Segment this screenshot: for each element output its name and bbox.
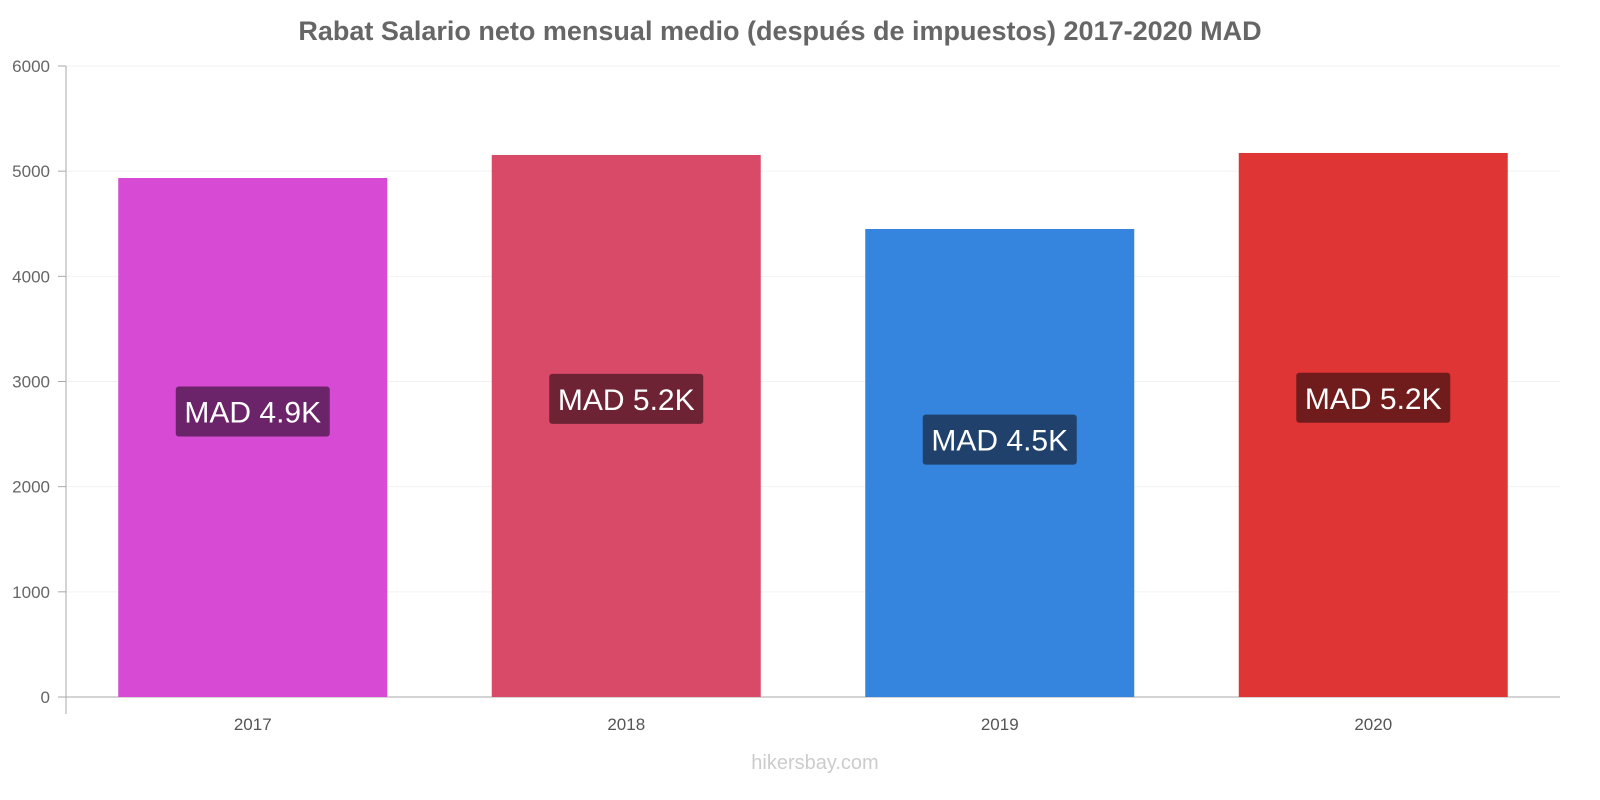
y-tick-label: 2000	[12, 478, 50, 497]
data-label-bg	[549, 373, 704, 424]
x-tick-label: 2017	[234, 715, 272, 734]
bar-2017	[118, 178, 388, 697]
data-label: MAD 4.5K	[931, 425, 1068, 458]
data-label-bg	[922, 414, 1077, 465]
y-tick-label: 5000	[12, 162, 50, 181]
data-label: MAD 5.2K	[558, 384, 695, 417]
y-tick-label: 1000	[12, 583, 50, 602]
data-label: MAD 4.9K	[184, 397, 321, 430]
y-tick-label: 6000	[12, 57, 50, 76]
y-tick-label: 0	[41, 688, 50, 707]
watermark: hikersbay.com	[751, 752, 879, 774]
x-tick-label: 2020	[1354, 715, 1392, 734]
bar-2018	[491, 154, 761, 697]
data-label-bg	[175, 386, 330, 437]
y-tick-label: 4000	[12, 267, 50, 286]
x-tick-label: 2019	[981, 715, 1019, 734]
data-label-bg	[1296, 372, 1451, 423]
data-label: MAD 5.2K	[1305, 383, 1442, 416]
chart-title: Rabat Salario neto mensual medio (despué…	[298, 16, 1262, 46]
y-tick-label: 3000	[12, 373, 50, 392]
bar-2020	[1238, 152, 1508, 697]
x-tick-label: 2018	[607, 715, 645, 734]
